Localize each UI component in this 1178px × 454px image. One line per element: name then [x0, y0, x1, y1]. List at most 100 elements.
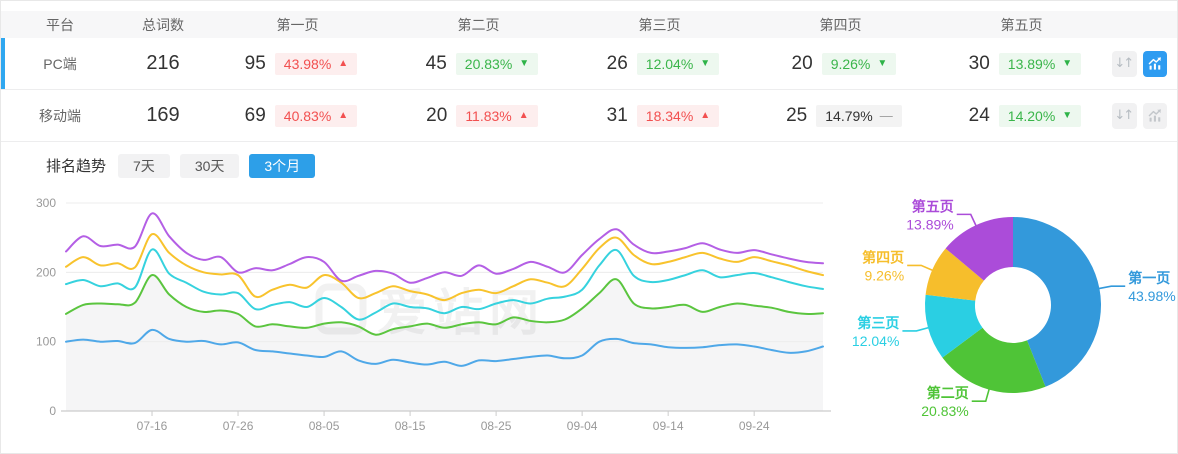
donut-label-percent: 9.26% [864, 267, 904, 283]
column-header-7: 第五页 [1000, 16, 1043, 33]
change-badge: 43.98% ▲ [274, 52, 358, 75]
trend-up-icon: ▲ [338, 109, 349, 121]
trend-down-icon: ▼ [519, 57, 530, 69]
column-header-5: 第三页 [638, 16, 681, 33]
change-badge: 13.89% ▼ [998, 52, 1082, 75]
x-axis-label: 09-24 [739, 419, 770, 433]
page-count: 25 [786, 104, 808, 126]
table-header: 平台 总词数 第一页 第二页 第三页 第四页 第五页 [1, 11, 1177, 38]
donut-slice-第一页[interactable] [1013, 217, 1101, 387]
page-count: 45 [425, 52, 447, 74]
page-cell: 20 11.83% ▲ [388, 104, 569, 127]
flat-dash-icon: — [879, 108, 893, 123]
page-cell: 20 9.26% ▼ [750, 52, 931, 75]
page-cell: 24 14.20% ▼ [931, 104, 1112, 127]
page-count: 26 [606, 52, 628, 74]
page-cell: 26 12.04% ▼ [569, 52, 750, 75]
x-axis-label: 07-26 [223, 419, 254, 433]
trend-down-icon: ▼ [877, 57, 888, 69]
trend-down-icon: ▼ [1062, 57, 1073, 69]
donut-label-name: 第四页 [862, 249, 904, 265]
x-axis-label: 07-16 [137, 419, 168, 433]
column-header-2: 总词数 [142, 16, 184, 33]
x-axis-label: 08-05 [309, 419, 340, 433]
trend-chart-button[interactable] [1142, 102, 1167, 129]
page-count: 69 [244, 104, 266, 126]
change-badge: 40.83% ▲ [274, 104, 358, 127]
page-cell: 95 43.98% ▲ [207, 52, 388, 75]
tab-7天[interactable]: 7天 [118, 153, 170, 178]
table-row[interactable]: PC端 216 95 43.98% ▲ 45 20.83% ▼ 26 12.04% ▼ 20 9.26%… [1, 38, 1177, 90]
donut-label-percent: 12.04% [852, 333, 899, 349]
donut-label-name: 第五页 [912, 198, 954, 214]
y-axis-label: 0 [49, 404, 56, 418]
change-percent: 20.83% [464, 55, 513, 72]
donut-label-line [907, 264, 937, 273]
donut-label-name: 第三页 [857, 315, 899, 331]
page-count: 20 [791, 52, 813, 74]
tab-30天[interactable]: 30天 [179, 153, 240, 178]
sort-button[interactable]: ↓↑ [1112, 102, 1137, 129]
trend-up-icon: ▲ [700, 109, 711, 121]
page-cell: 25 14.79% — [750, 104, 931, 127]
column-header-6: 第四页 [819, 16, 862, 33]
line-第四页 [65, 233, 824, 302]
change-percent: 40.83% [283, 107, 332, 124]
total-count: 216 [146, 52, 180, 74]
x-axis-label: 09-04 [567, 419, 598, 433]
line-第三页 [65, 248, 824, 321]
x-axis-label: 09-14 [653, 419, 684, 433]
donut-slice-第三页[interactable] [925, 294, 983, 358]
sort-icon: ↓↑ [1114, 56, 1134, 71]
page-count: 20 [426, 104, 448, 126]
change-badge: 18.34% ▲ [636, 104, 720, 127]
trend-title: 排名趋势 [46, 158, 107, 175]
donut-label-percent: 43.98% [1128, 288, 1175, 304]
trend-down-icon: ▼ [700, 57, 711, 69]
page-cell: 30 13.89% ▼ [931, 52, 1112, 75]
rank-trend-line-chart: 0 100 200 300 07-16 07-26 08-05 08-15 08-25 09-04… [36, 196, 831, 433]
page-cell: 69 40.83% ▲ [207, 104, 388, 127]
change-percent: 43.98% [283, 55, 332, 72]
page-cell: 45 20.83% ▼ [388, 52, 569, 75]
page-count: 30 [968, 52, 990, 74]
total-count: 169 [146, 104, 180, 126]
change-percent: 9.26% [830, 55, 871, 72]
change-badge: 12.04% ▼ [636, 52, 720, 75]
change-badge: 20.83% ▼ [455, 52, 539, 75]
change-percent: 14.20% [1007, 107, 1056, 124]
sort-button[interactable]: ↓↑ [1112, 50, 1137, 77]
change-badge: 14.20% ▼ [998, 104, 1082, 127]
donut-label-name: 第二页 [927, 385, 969, 401]
chart-icon [1148, 108, 1161, 122]
change-percent: 18.34% [645, 107, 694, 124]
y-axis-label: 200 [36, 265, 56, 279]
page-count: 24 [968, 104, 990, 126]
donut-label-line [956, 213, 979, 230]
trend-chart-button[interactable] [1142, 50, 1167, 77]
trend-up-icon: ▲ [338, 57, 349, 69]
page-count: 31 [606, 104, 628, 126]
donut-label-line [971, 385, 991, 403]
page-cell: 31 18.34% ▲ [569, 104, 750, 127]
y-axis-label: 100 [36, 335, 56, 349]
donut-label-name: 第一页 [1128, 270, 1170, 286]
x-axis-label: 08-15 [395, 419, 426, 433]
change-percent: 11.83% [465, 107, 512, 124]
donut-slice-第四页[interactable] [925, 248, 984, 301]
page-count: 95 [244, 52, 266, 74]
table-row[interactable]: 移动端 169 69 40.83% ▲ 20 11.83% ▲ 31 18.34% ▲ 25 14.79… [1, 90, 1177, 142]
x-axis-label: 08-25 [481, 419, 512, 433]
tab-3个月[interactable]: 3个月 [249, 153, 316, 178]
line-第一页 [65, 328, 824, 367]
row-actions: ↓↑ [1112, 102, 1177, 129]
change-percent: 13.89% [1007, 55, 1056, 72]
change-badge: 9.26% ▼ [821, 52, 897, 75]
charts-area: 0 100 200 300 07-16 07-26 08-05 08-15 08-25 09-04… [1, 189, 1177, 453]
platform-label: PC端 [43, 55, 77, 72]
change-badge: 11.83% ▲ [456, 104, 538, 127]
donut-slice-第五页[interactable] [945, 217, 1013, 281]
donut-slice-第二页[interactable] [942, 327, 1046, 393]
rank-table: PC端 216 95 43.98% ▲ 45 20.83% ▼ 26 12.04% ▼ 20 9.26%… [1, 38, 1177, 142]
